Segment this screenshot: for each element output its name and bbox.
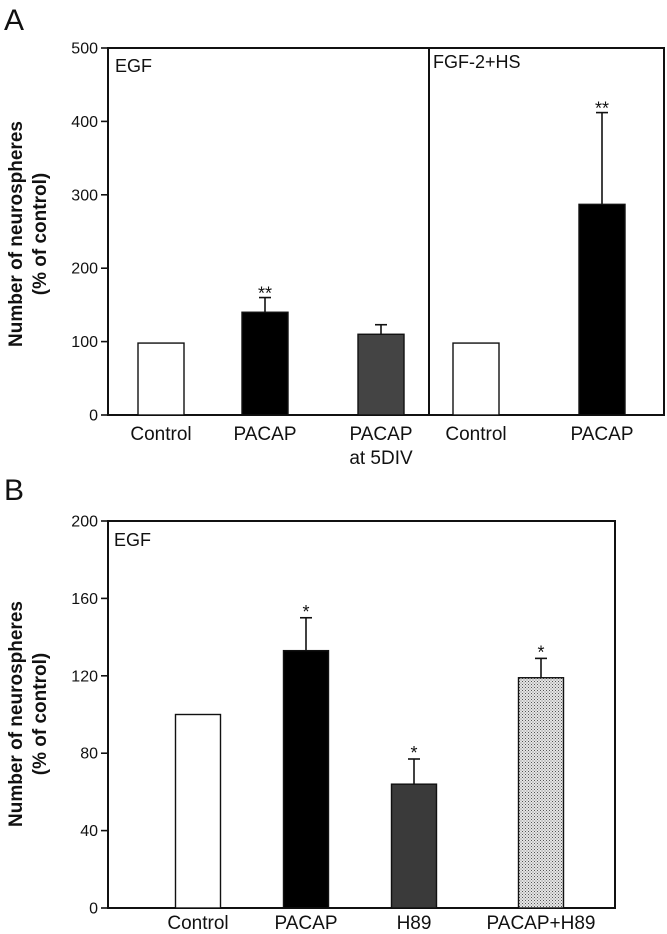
panel-a-ytick-label: 200 bbox=[71, 261, 98, 278]
panel-a-significance-label: ** bbox=[258, 284, 272, 304]
panel-b-condition-label-egf: EGF bbox=[114, 530, 151, 550]
panel-a-category-labels: Control PACAP PACAP at 5DIV Control PACAP bbox=[130, 424, 633, 469]
panel-b-ytick-label: 160 bbox=[71, 591, 98, 608]
panel-b-bar bbox=[517, 677, 565, 909]
panel-b-bar bbox=[282, 649, 330, 909]
panel-a-category-label: Control bbox=[130, 424, 191, 445]
panel-a-ytick-label: 0 bbox=[89, 408, 98, 425]
panel-b-ytick-label: 40 bbox=[80, 823, 98, 840]
panel-a-ytick-label: 500 bbox=[71, 41, 98, 58]
panel-a-category-label: Control bbox=[445, 424, 506, 445]
panel-b: B Number of neurospheres (% of control) … bbox=[4, 474, 616, 934]
panel-b-ylabel-line-1: Number of neurospheres bbox=[6, 601, 27, 827]
panel-b-ytick-label: 80 bbox=[80, 746, 98, 763]
panel-b-significance-label: * bbox=[302, 602, 309, 622]
panel-a-condition-label-fgf: FGF-2+HS bbox=[433, 52, 521, 72]
panel-a-bar bbox=[241, 311, 289, 416]
panel-a-bar bbox=[452, 342, 500, 416]
panel-b-ylabel-line-2: (% of control) bbox=[30, 653, 51, 775]
panel-a-significance-label: ** bbox=[595, 99, 609, 119]
panel-a-bar bbox=[137, 342, 185, 416]
panel-b-ytick-label: 200 bbox=[71, 514, 98, 531]
panel-a-letter: A bbox=[4, 4, 24, 37]
panel-a-bar bbox=[578, 203, 626, 416]
panel-b-category-label: Control bbox=[167, 913, 228, 934]
panel-a-condition-label-egf: EGF bbox=[115, 56, 152, 76]
panel-a-category-label: at 5DIV bbox=[349, 448, 413, 469]
panel-b-bar bbox=[174, 713, 222, 909]
panel-b-significance-label: * bbox=[410, 743, 417, 763]
panel-a-bars: ** ** bbox=[137, 99, 626, 416]
panel-b-y-axis: 0 40 80 120 160 200 bbox=[71, 514, 108, 918]
panel-a-ytick-label: 300 bbox=[71, 187, 98, 204]
panel-b-category-labels: Control PACAP H89 PACAP+H89 bbox=[167, 913, 595, 934]
panel-b-bars: * * * bbox=[174, 602, 565, 909]
panel-b-category-label: PACAP bbox=[274, 913, 337, 934]
panel-b-ytick-label: 120 bbox=[71, 668, 98, 685]
panel-b-letter: B bbox=[4, 474, 24, 507]
panel-a-category-label: PACAP bbox=[570, 424, 633, 445]
panel-a-bar bbox=[357, 333, 405, 416]
panel-b-category-label: PACAP+H89 bbox=[487, 913, 596, 934]
panel-a-y-axis: 0 100 200 300 400 500 bbox=[71, 41, 108, 425]
panel-a-ytick-label: 100 bbox=[71, 334, 98, 351]
panel-a-category-label: PACAP bbox=[233, 424, 296, 445]
panel-a-category-label: PACAP bbox=[349, 424, 412, 445]
panel-a-ytick-label: 400 bbox=[71, 114, 98, 131]
panel-b-bar bbox=[390, 783, 438, 909]
panel-b-category-label: H89 bbox=[397, 913, 432, 934]
panel-b-ytick-label: 0 bbox=[89, 901, 98, 918]
panel-b-significance-label: * bbox=[537, 642, 544, 662]
panel-a-ylabel-line-1: Number of neurospheres bbox=[6, 121, 27, 347]
panel-b-frame bbox=[107, 520, 616, 909]
panel-a: A Number of neurospheres (% of control) … bbox=[4, 4, 665, 469]
panel-a-ylabel-line-2: (% of control) bbox=[30, 173, 51, 295]
